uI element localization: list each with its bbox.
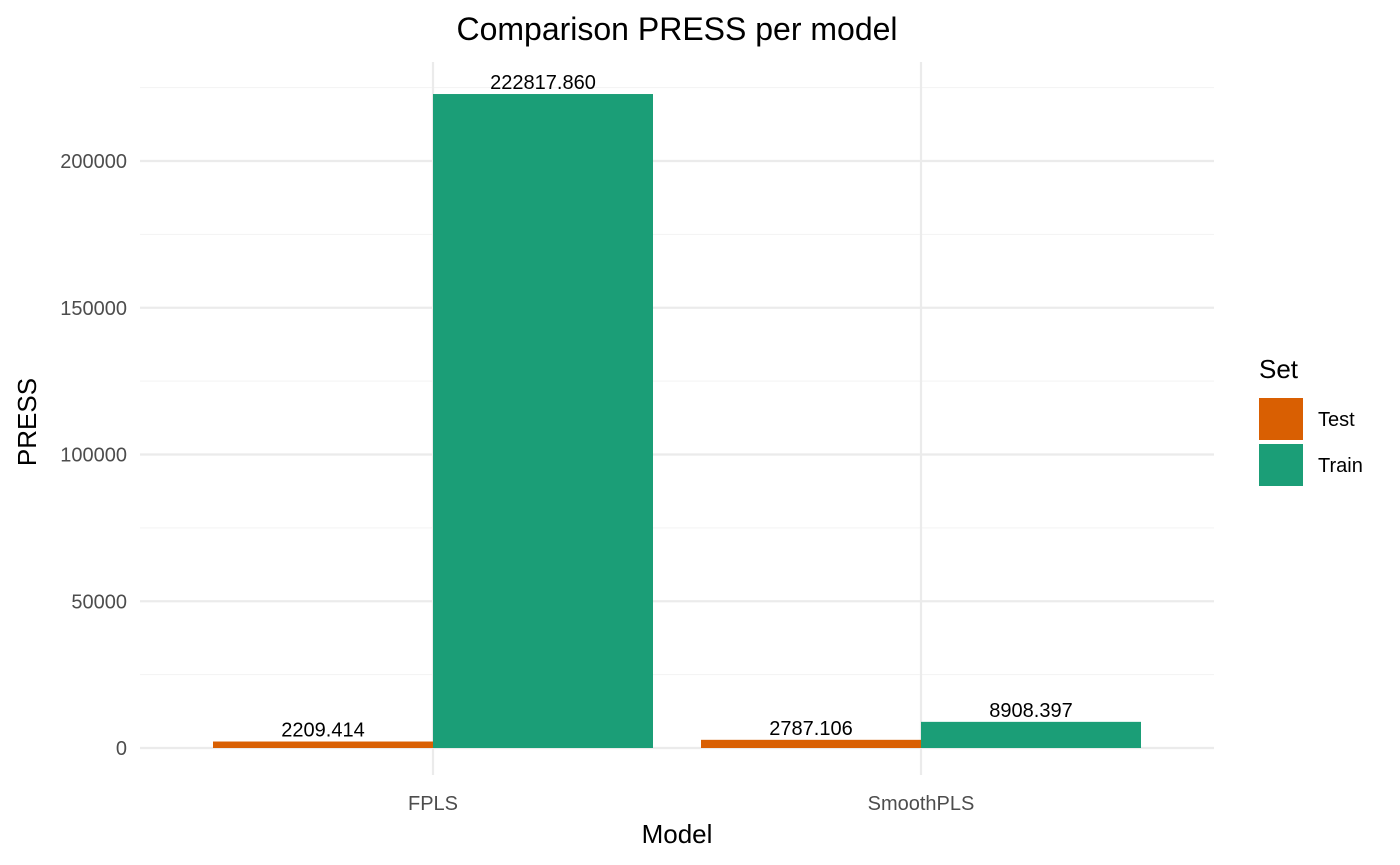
legend: Set Test Train	[1259, 354, 1363, 486]
bar-test-smoothpls	[701, 739, 921, 748]
y-tick-label: 0	[116, 738, 127, 760]
data-label-train-smoothpls: 8908.397	[989, 700, 1072, 722]
y-axis-ticks: 0 50000 100000 150000 200000	[60, 151, 127, 760]
data-label-test-fpls: 2209.414	[281, 720, 364, 742]
y-tick-label: 150000	[60, 298, 127, 320]
legend-key-train	[1259, 444, 1303, 486]
y-axis-title: PRESS	[12, 378, 42, 466]
legend-title: Set	[1259, 354, 1299, 384]
x-axis-title: Model	[642, 819, 713, 849]
bar-test-fpls	[213, 741, 433, 748]
y-tick-label: 100000	[60, 445, 127, 467]
y-tick-label: 200000	[60, 151, 127, 173]
legend-label-test: Test	[1318, 409, 1355, 431]
legend-key-test	[1259, 398, 1303, 440]
x-tick-label: FPLS	[408, 793, 458, 815]
data-label-test-smoothpls: 2787.106	[769, 718, 852, 740]
x-tick-label: SmoothPLS	[868, 793, 975, 815]
y-tick-label: 50000	[71, 591, 127, 613]
data-labels: 2209.414 222817.860 2787.106 8908.397	[281, 72, 1072, 741]
x-axis-ticks: FPLS SmoothPLS	[408, 793, 974, 815]
chart-title: Comparison PRESS per model	[456, 11, 897, 47]
bar-train-smoothpls	[921, 721, 1141, 748]
bars	[213, 94, 1141, 748]
data-label-train-fpls: 222817.860	[490, 72, 596, 94]
grid-lines	[140, 62, 1214, 775]
bar-train-fpls	[433, 94, 653, 748]
legend-label-train: Train	[1318, 455, 1363, 477]
